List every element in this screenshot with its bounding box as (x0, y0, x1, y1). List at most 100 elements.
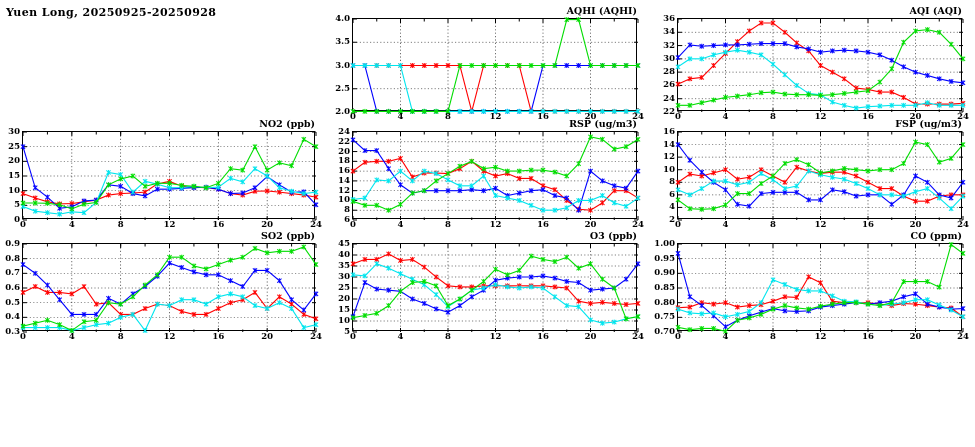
y-tick-label: 26 (663, 80, 675, 91)
y-tick-label: 16 (663, 126, 675, 137)
chart-panel-co: CO (ppm) 0.70 0.75 0.80 0.85 0.90 0.95 1.00 0 4 8 1… (654, 231, 969, 341)
y-tick-label: 32 (663, 40, 675, 51)
y-tick-label: 25 (338, 282, 350, 293)
chart-panel-rsp: RSP (ug/m3) 6 8 10 12 14 16 18 20 22 24 0 4 8 12 16 20 24 (338, 119, 644, 229)
x-tick-label: 8 (445, 332, 451, 342)
y-tick-label: 1.00 (654, 238, 675, 249)
y-tick-label: 6 (669, 189, 675, 200)
series-markers-rsp-2 (350, 168, 641, 213)
y-tick-label: 5 (14, 200, 20, 211)
x-tick-label: 16 (537, 220, 549, 230)
y-tick-label: 8 (344, 204, 350, 215)
x-tick-label: 16 (212, 220, 225, 230)
y-tick-label: 14 (663, 139, 675, 150)
x-tick-label: 4 (68, 332, 75, 342)
y-tick-label: 24 (663, 93, 675, 104)
plot-svg-so2 (20, 243, 319, 334)
x-tick-label: 20 (584, 332, 597, 342)
y-tick-label: 0 (14, 214, 20, 225)
y-tick-label: 22 (338, 136, 350, 147)
y-tick-label: 0.4 (5, 312, 20, 323)
y-tick-label: 15 (8, 170, 20, 181)
x-tick-label: 20 (584, 112, 597, 122)
y-tick-label: 35 (338, 260, 350, 271)
x-tick-label: 0 (20, 220, 26, 230)
series-markers-no2-3 (20, 136, 319, 212)
x-tick-label: 20 (261, 332, 274, 342)
series-markers-fsp-3 (675, 139, 966, 212)
series-markers-o3-1 (350, 261, 641, 320)
x-tick-label: 24 (632, 332, 644, 342)
chart-panel-aqi: AQI (AQI) 22 24 26 28 30 32 34 36 0 4 8 12 16 20 24 (663, 6, 969, 121)
y-tick-label: 2 (669, 214, 675, 225)
x-tick-label: 4 (68, 220, 75, 230)
x-tick-label: 16 (537, 112, 549, 122)
series-line-o3-2 (352, 263, 639, 324)
x-tick-label: 12 (489, 332, 502, 342)
series-markers-aqi-1 (675, 41, 966, 86)
y-tick-label: 10 (338, 315, 350, 326)
y-tick-label: 12 (663, 151, 675, 162)
y-tick-label: 30 (338, 271, 350, 282)
plot-area-o3: 5 10 15 20 25 30 35 40 45 0 4 8 12 16 20 24 (338, 240, 644, 341)
y-tick-label: 6 (344, 214, 350, 225)
y-tick-label: 10 (8, 185, 20, 196)
x-tick-label: 20 (909, 112, 922, 122)
x-tick-label: 12 (814, 220, 827, 230)
series-markers-o3-3 (350, 253, 641, 322)
y-tick-label: 28 (663, 66, 675, 77)
chart-title-so2: SO2 (ppb) (261, 231, 315, 242)
y-tick-label: 16 (338, 165, 350, 176)
page-title: Yuen Long, 20250925-20250928 (6, 6, 217, 19)
plot-area-co: 0.70 0.75 0.80 0.85 0.90 0.95 1.00 0 4 8 12 16 20 24 (654, 240, 969, 341)
x-tick-label: 4 (722, 220, 729, 230)
y-tick-label: 36 (663, 13, 675, 24)
x-tick-label: 0 (675, 332, 681, 342)
plot-area-rsp: 6 8 10 12 14 16 18 20 22 24 0 4 8 12 16 20 24 (338, 128, 644, 229)
y-tick-label: 25 (8, 141, 20, 152)
y-tick-label: 0.80 (654, 297, 675, 308)
series-markers-co-3 (675, 242, 966, 334)
x-tick-label: 24 (957, 112, 969, 122)
x-tick-label: 0 (350, 332, 356, 342)
plot-svg-aqi (675, 18, 966, 113)
x-tick-label: 0 (350, 112, 356, 122)
plot-svg-no2 (20, 131, 319, 221)
x-tick-label: 12 (814, 332, 827, 342)
x-tick-label: 24 (957, 220, 969, 230)
x-tick-label: 8 (770, 112, 776, 122)
y-tick-label: 3.5 (335, 37, 350, 47)
y-tick-label: 2.0 (335, 106, 350, 117)
y-tick-label: 18 (338, 156, 350, 167)
x-tick-label: 16 (862, 112, 874, 122)
x-tick-label: 8 (445, 220, 451, 230)
series-markers-aqhi-3 (350, 17, 641, 114)
y-tick-label: 12 (338, 185, 350, 196)
x-tick-label: 20 (261, 220, 274, 230)
y-tick-label: 5 (344, 326, 350, 337)
y-tick-label: 0.90 (654, 268, 675, 279)
y-tick-label: 0.95 (654, 253, 675, 264)
chart-panel-aqhi: AQHI (AQHI) 2.0 2.5 3.0 3.5 4.0 0 4 8 12 16 20 24 (335, 6, 644, 121)
y-tick-label: 4.0 (335, 13, 350, 24)
x-tick-label: 0 (350, 220, 356, 230)
plot-area-aqhi: 2.0 2.5 3.0 3.5 4.0 0 4 8 12 16 20 24 (335, 15, 644, 121)
x-tick-label: 24 (632, 112, 644, 122)
plot-area-no2: 0 5 10 15 20 25 30 0 4 8 12 16 20 24 (8, 128, 322, 229)
x-tick-label: 20 (909, 332, 922, 342)
plot-svg-rsp (350, 131, 641, 221)
x-tick-label: 4 (397, 112, 404, 122)
x-tick-label: 4 (722, 332, 729, 342)
y-tick-label: 45 (338, 238, 350, 249)
plot-svg-aqhi (350, 17, 641, 114)
y-tick-label: 0.5 (5, 297, 20, 308)
x-tick-label: 20 (909, 220, 922, 230)
x-tick-label: 8 (117, 332, 124, 342)
x-tick-label: 0 (20, 332, 26, 342)
x-tick-label: 8 (770, 220, 776, 230)
chart-panel-so2: SO2 (ppb) 0.3 0.4 0.5 0.6 0.7 0.8 0.9 0 4 8 12 16 20 2… (5, 231, 322, 341)
y-tick-label: 20 (8, 156, 20, 167)
x-tick-label: 12 (163, 332, 176, 342)
x-tick-label: 16 (862, 220, 874, 230)
y-tick-label: 24 (338, 126, 350, 137)
